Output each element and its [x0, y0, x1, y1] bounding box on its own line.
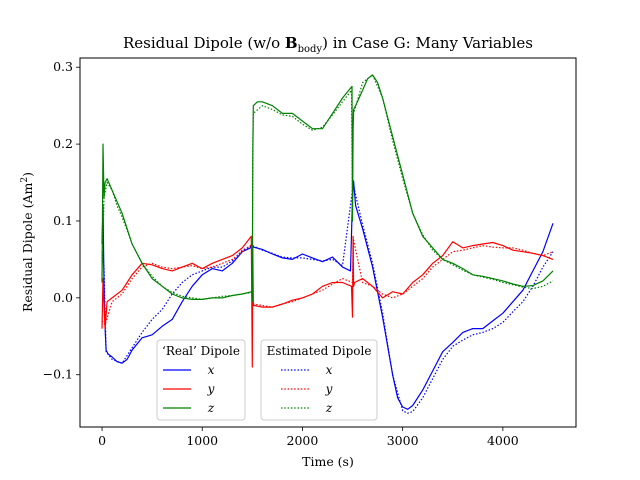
x-tick-label: 3000 — [387, 433, 419, 448]
y-axis-label: Residual Dipole (Am2) — [20, 172, 35, 312]
title-subscript: body — [298, 44, 323, 55]
legend-label: y — [207, 382, 215, 396]
chart-title: Residual Dipole (w/o Bbody) in Case G: M… — [123, 34, 533, 55]
y-tick-label: 0.2 — [53, 136, 73, 151]
legend-label: z — [325, 401, 333, 415]
y-tick-label: −0.1 — [43, 367, 73, 382]
x-tick-label: 1000 — [186, 433, 218, 448]
legend-real-dipole: ‘Real’ Dipole xyz — [156, 339, 246, 421]
legend-title: Estimated Dipole — [267, 344, 372, 358]
x-axis-label: Time (s) — [302, 454, 354, 469]
y-tick-label: 0.3 — [53, 59, 73, 74]
y-axis-label-superscript: 2 — [20, 177, 30, 183]
legend-label: x — [326, 363, 333, 377]
x-tick-label: 0 — [98, 433, 106, 448]
series-line-real-0 — [101, 180, 554, 410]
series-line-real-4 — [101, 74, 554, 303]
series-line-estimated-5 — [101, 74, 554, 300]
y-tick-label: 0.1 — [53, 213, 73, 228]
legend-label: z — [207, 401, 215, 415]
legend-estimated-dipole: Estimated Dipole xyz — [260, 339, 378, 421]
y-axis: −0.1 0.0 0.1 0.2 0.3 — [43, 59, 80, 382]
series-line-estimated-1 — [101, 185, 554, 414]
title-prefix: Residual Dipole (w/o — [123, 34, 285, 52]
x-tick-label: 4000 — [487, 433, 519, 448]
title-suffix: ) in Case G: Many Variables — [322, 34, 533, 52]
y-axis-label-suffix: ) — [20, 172, 35, 177]
x-axis: 0 1000 2000 3000 4000 — [98, 427, 519, 448]
legend-label: y — [325, 382, 333, 396]
legend-box — [260, 339, 378, 421]
legend-title: ‘Real’ Dipole — [162, 344, 240, 358]
series-layer — [101, 74, 554, 414]
y-tick-label: 0.0 — [53, 290, 73, 305]
legend-label: x — [208, 363, 215, 377]
y-axis-label-prefix: Residual Dipole (Am — [20, 182, 35, 312]
plot-frame — [79, 57, 577, 428]
x-tick-label: 2000 — [287, 433, 319, 448]
title-bold-symbol: B — [285, 34, 298, 52]
series-line-estimated-3 — [101, 239, 554, 326]
legend-box — [156, 339, 246, 421]
